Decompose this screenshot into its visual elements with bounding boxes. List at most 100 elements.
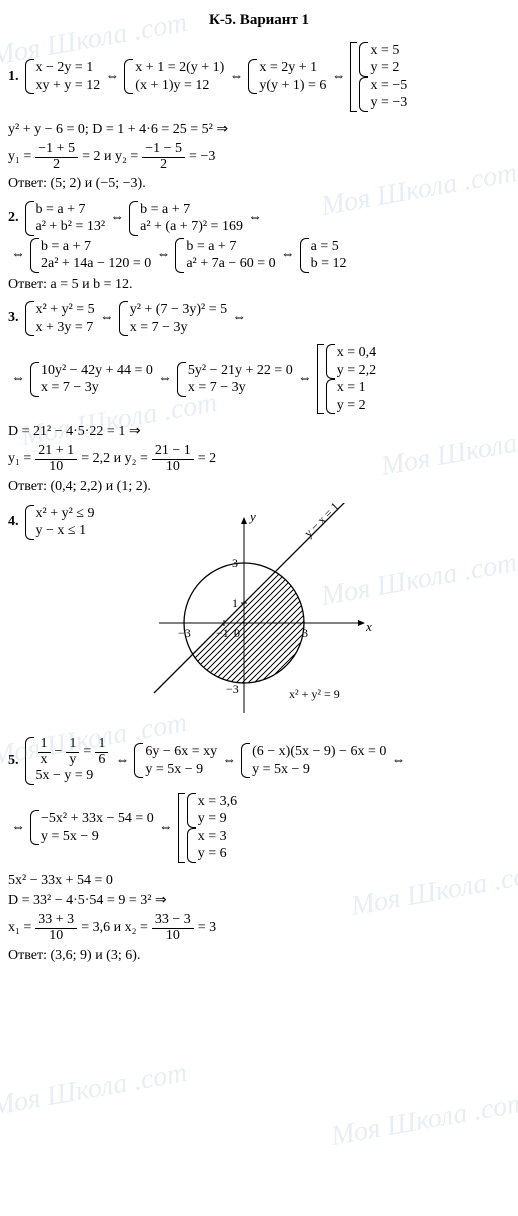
eq: a = 5 <box>311 238 347 256</box>
tick-label: −3 <box>178 626 191 640</box>
eq-line: y² + y − 6 = 0; D = 1 + 4·6 = 25 = 5² ⇒ <box>8 120 510 140</box>
eq-line: D = 21² − 4·5·22 = 1 ⇒ <box>8 422 510 442</box>
eq: b = a + 7 <box>140 201 243 219</box>
denominator: 2 <box>50 158 63 173</box>
eq-line: D = 33² − 4·5·54 = 9 = 3² ⇒ <box>8 891 510 911</box>
tick-label: 3 <box>302 626 308 640</box>
eq: x + 3y = 7 <box>36 319 95 337</box>
text: = 2 и y₂ = <box>82 147 138 167</box>
iff-icon: ⇔ <box>100 308 114 328</box>
text: = −3 <box>189 147 215 167</box>
eq: y = 5x − 9 <box>145 761 217 779</box>
page-title: К-5. Вариант 1 <box>8 10 510 32</box>
watermark: Моя Школа .com <box>0 1053 190 1127</box>
denominator: 10 <box>163 460 183 475</box>
answer-text: Ответ: (5; 2) и (−5; −3). <box>8 174 510 194</box>
problem-2-cont: ⇔ b = a + 7 2a² + 14a − 120 = 0 ⇔ b = a … <box>8 238 510 273</box>
eq: 10y² − 42y + 44 = 0 <box>41 362 153 380</box>
eq: x = −5 <box>370 77 407 95</box>
iff-icon: ⇔ <box>11 245 25 265</box>
iff-icon: ⇔ <box>159 818 173 838</box>
eq: 1x − 1y = 16 <box>36 737 111 767</box>
problem-1: 1. x − 2y = 1 xy + y = 12 ⇔ x + 1 = 2(y … <box>8 42 510 112</box>
eq: (x + 1)y = 12 <box>135 77 224 95</box>
circle-label: x² + y² = 9 <box>289 687 340 701</box>
iff-icon: ⇔ <box>158 369 172 389</box>
iff-icon: ⇔ <box>115 751 129 771</box>
text: y₁ = <box>8 449 31 469</box>
problem-5: 5. 1x − 1y = 16 5x − y = 9 ⇔ 6y − 6x = x… <box>8 737 510 785</box>
eq: x = 3 <box>198 828 227 846</box>
eq: b = a + 7 <box>186 238 275 256</box>
eq: y = 2 <box>337 397 366 415</box>
text: = 2,2 и y₂ = <box>81 449 148 469</box>
eq: y = 5x − 9 <box>252 761 386 779</box>
eq: b = a + 7 <box>41 238 151 256</box>
numerator: 1 <box>38 737 51 753</box>
graph-plot: −3 −1 3 3 1 −3 0 x y y − x = 1 x² + y² =… <box>104 503 384 733</box>
eq: y − x ≤ 1 <box>36 522 95 540</box>
iff-icon: ⇔ <box>110 208 124 228</box>
iff-icon: ⇔ <box>281 245 295 265</box>
iff-icon: ⇔ <box>222 751 236 771</box>
numerator: 33 − 3 <box>152 913 194 929</box>
origin-label: 0 <box>234 626 240 640</box>
text: = 2 <box>198 449 216 469</box>
eq: x + 1 = 2(y + 1) <box>135 59 224 77</box>
eq-line: y₁ = 21 + 110 = 2,2 и y₂ = 21 − 110 = 2 <box>8 444 510 474</box>
eq: x = 0,4 <box>337 344 376 362</box>
tick-label: 3 <box>232 556 238 570</box>
eq: 6y − 6x = xy <box>145 743 217 761</box>
eq: a² + 7a − 60 = 0 <box>186 255 275 273</box>
text: = 3 <box>198 918 216 938</box>
numerator: −1 + 5 <box>35 142 78 158</box>
iff-icon: ⇔ <box>248 208 262 228</box>
numerator: 1 <box>95 737 108 753</box>
eq: b = 12 <box>311 255 347 273</box>
numerator: 21 − 1 <box>152 444 194 460</box>
eq: y = 6 <box>198 845 227 863</box>
eq: 5x − y = 9 <box>36 767 111 785</box>
numerator: 21 + 1 <box>35 444 77 460</box>
problem-3-cont: ⇔ 10y² − 42y + 44 = 0 x = 7 − 3y ⇔ 5y² −… <box>8 344 510 414</box>
text: y₁ = <box>8 147 31 167</box>
eq: x − 2y = 1 <box>36 59 101 77</box>
eq: y² + (7 − 3y)² = 5 <box>130 301 227 319</box>
eq: y = −3 <box>370 94 407 112</box>
eq: (6 − x)(5x − 9) − 6x = 0 <box>252 743 386 761</box>
eq: x = 3,6 <box>198 793 237 811</box>
text: x₁ = <box>8 918 31 938</box>
eq: x = 7 − 3y <box>41 379 153 397</box>
eq: y = 2,2 <box>337 362 376 380</box>
denominator: y <box>66 753 79 768</box>
eq: b = a + 7 <box>36 201 106 219</box>
iff-icon: ⇔ <box>298 369 312 389</box>
denominator: 2 <box>157 158 170 173</box>
eq: x = 2y + 1 <box>259 59 326 77</box>
denominator: 10 <box>46 460 66 475</box>
denominator: 10 <box>46 929 66 944</box>
numerator: −1 − 5 <box>142 142 185 158</box>
watermark: Моя Школа .com <box>328 1083 518 1157</box>
eq-icon: = <box>83 743 91 761</box>
x-axis-label: x <box>365 619 372 634</box>
denominator: 10 <box>163 929 183 944</box>
eq: y = 2 <box>370 59 399 77</box>
eq: x = 5 <box>370 42 399 60</box>
problem-number: 3. <box>8 308 19 328</box>
text: = 3,6 и x₂ = <box>81 918 148 938</box>
iff-icon: ⇔ <box>11 369 25 389</box>
iff-icon: ⇔ <box>391 751 405 771</box>
eq: y(y + 1) = 6 <box>259 77 326 95</box>
eq: −5x² + 33x − 54 = 0 <box>41 810 154 828</box>
iff-icon: ⇔ <box>331 67 345 87</box>
denominator: x <box>38 753 51 768</box>
eq: y = 9 <box>198 810 237 828</box>
problem-2: 2. b = a + 7 a² + b² = 13² ⇔ b = a + 7 a… <box>8 201 510 236</box>
eq: x² + y² ≤ 9 <box>36 505 95 523</box>
tick-label: −1 <box>216 626 229 640</box>
eq: x = 1 <box>337 379 366 397</box>
problem-4: 4. x² + y² ≤ 9 y − x ≤ 1 <box>8 503 510 733</box>
answer-text: Ответ: a = 5 и b = 12. <box>8 275 510 295</box>
problem-number: 1. <box>8 67 19 87</box>
